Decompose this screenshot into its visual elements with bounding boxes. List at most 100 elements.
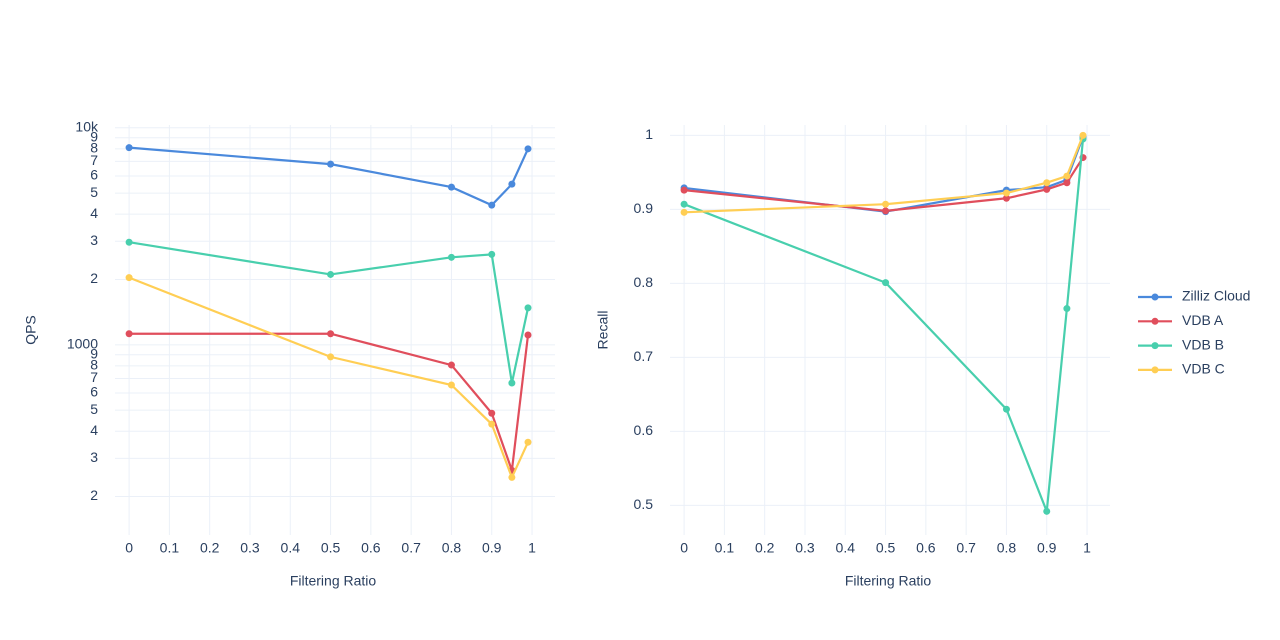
x-tick-label: 0.4 [836,540,856,556]
legend-label: VDB A [1182,312,1224,328]
data-point [508,180,516,188]
data-point [1043,185,1051,193]
x-tick-label: 0.1 [715,540,735,556]
y-tick-label: 0.9 [634,200,654,216]
y-tick-label: 9 [90,128,98,144]
y-tick-label: 0.5 [634,496,654,512]
x-tick-label: 0.1 [160,540,180,556]
y-axis-title: Recall [595,311,611,350]
x-axis-title: Filtering Ratio [290,573,377,589]
legend-label: VDB B [1182,336,1224,352]
x-tick-label: 0.8 [442,540,462,556]
y-tick-label: 4 [90,422,98,438]
y-axis-title: QPS [23,315,39,345]
series-line [129,146,530,207]
x-tick-label: 1 [528,540,536,556]
x-tick-label: 0.9 [1037,540,1057,556]
x-tick-label: 0.2 [200,540,220,556]
series-line [683,138,1085,512]
y-tick-label: 5 [90,184,98,200]
data-point [1063,179,1071,187]
data-point [327,160,335,168]
data-point [882,207,890,215]
data-point [125,274,133,282]
data-point [680,186,688,194]
y-tick-label: 3 [90,232,98,248]
y-tick-label: 8 [90,140,98,156]
legend-label: Zilliz Cloud [1182,288,1250,304]
series-line [684,134,1085,214]
x-tick-label: 0.7 [956,540,976,556]
legend-label: VDB C [1182,361,1225,377]
series-line [129,332,530,471]
y-tick-label: 0.8 [634,274,654,290]
data-point [524,304,532,312]
legend-marker [1151,342,1159,350]
data-point [508,473,516,481]
x-tick-label: 1 [1083,540,1091,556]
y-tick-label: 3 [90,449,98,465]
y-tick-label: 7 [90,369,98,385]
data-point [488,201,496,209]
data-point [524,331,532,339]
x-tick-label: 0.6 [916,540,936,556]
legend-marker [1151,293,1159,301]
y-tick-label: 2 [90,270,98,286]
y-tick-label: 6 [90,167,98,183]
series-line [683,136,1085,213]
legend-marker [1151,366,1159,374]
data-point [327,270,335,278]
series-line [683,156,1084,212]
x-tick-label: 0.8 [997,540,1017,556]
y-tick-label: 9 [90,345,98,361]
data-point [488,409,496,417]
y-tick-label: 8 [90,357,98,373]
legend-marker [1151,317,1159,325]
data-point [680,208,688,216]
y-tick-label: 1 [645,126,653,142]
data-point [1002,189,1010,197]
x-tick-label: 0.5 [321,540,341,556]
data-point [447,183,455,191]
data-point [447,381,455,389]
y-tick-label: 0.7 [634,348,654,364]
y-tick-label: 2 [90,487,98,503]
y-tick-label: 7 [90,152,98,168]
data-point [1079,131,1087,139]
data-point [524,438,532,446]
y-tick-label: 10k [75,118,99,134]
y-tick-label: 6 [90,384,98,400]
x-tick-label: 0.4 [281,540,301,556]
x-tick-label: 0 [125,540,133,556]
data-point [488,420,496,428]
data-point [125,238,133,246]
x-tick-label: 0.6 [361,540,381,556]
x-tick-label: 0.3 [795,540,815,556]
y-tick-label: 4 [90,205,98,221]
x-tick-label: 0.7 [401,540,421,556]
data-point [447,361,455,369]
x-axis-title: Filtering Ratio [845,573,932,589]
data-point [327,353,335,361]
y-tick-label: 1000 [67,336,98,352]
data-point [882,279,890,287]
data-point [447,253,455,261]
x-tick-label: 0.9 [482,540,502,556]
data-point [1063,305,1071,313]
x-tick-label: 0.5 [876,540,896,556]
data-point [882,200,890,208]
data-point [488,250,496,258]
data-point [524,145,532,153]
data-point [1043,179,1051,187]
data-point [327,330,335,338]
series-line [128,241,530,384]
x-tick-label: 0 [680,540,688,556]
data-point [1043,507,1051,515]
x-tick-label: 0.3 [240,540,260,556]
data-point [1063,172,1071,180]
series-line [128,276,530,481]
data-point [1002,405,1010,413]
y-tick-label: 0.6 [634,422,654,438]
data-point [680,200,688,208]
